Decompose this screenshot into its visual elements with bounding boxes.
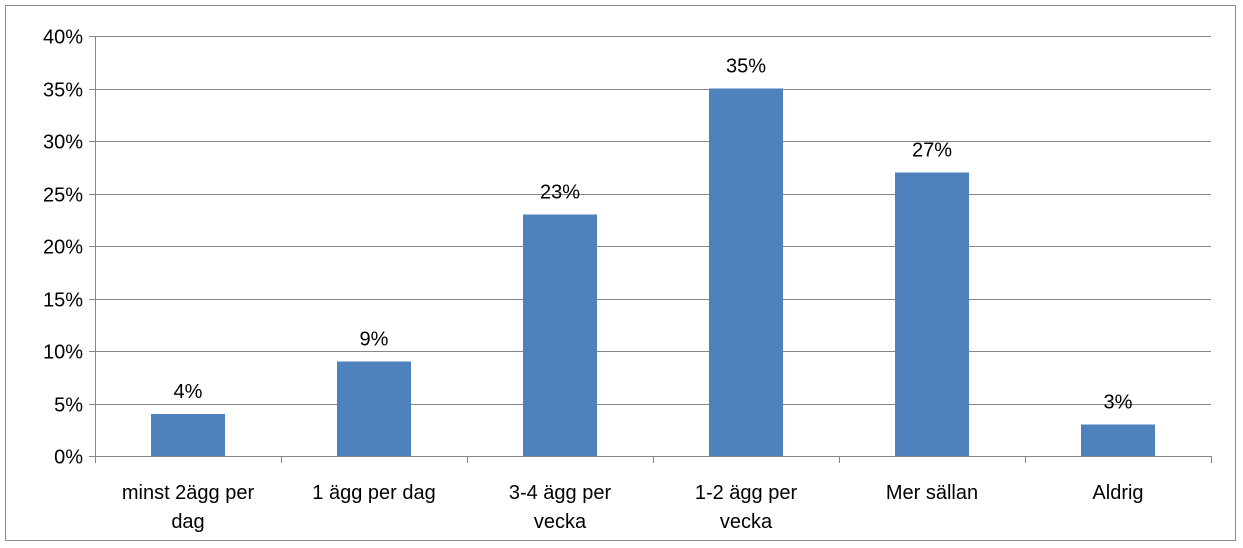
data-label: 35%: [726, 56, 766, 78]
category-label: 1 ägg per dag: [312, 482, 435, 504]
category-label: dag: [171, 511, 204, 533]
bar: [151, 414, 225, 456]
y-tick-label: 10%: [43, 342, 83, 364]
y-tick-label: 40%: [43, 27, 83, 49]
labels: 0% 5% 10% 15% 20% 25% 30% 35% 40% 4% minst 2ägg pe…: [43, 27, 1144, 534]
data-label: 4%: [174, 381, 203, 403]
bar: [895, 172, 969, 456]
bar: [1081, 424, 1155, 456]
category-label: vecka: [720, 511, 773, 533]
data-label: 23%: [540, 182, 580, 204]
bar: [337, 361, 411, 456]
category-label: Mer sällan: [886, 482, 978, 504]
category-label: minst 2ägg per: [122, 482, 255, 504]
data-label: 27%: [912, 140, 952, 162]
y-tick-label: 20%: [43, 237, 83, 259]
category-label: Aldrig: [1092, 482, 1143, 504]
y-tick-label: 5%: [54, 395, 83, 417]
category-label: 3-4 ägg per: [509, 482, 612, 504]
data-label: 9%: [360, 329, 389, 351]
y-tick-label: 30%: [43, 132, 83, 154]
bar: [709, 88, 783, 456]
y-tick-label: 35%: [43, 80, 83, 102]
gridlines: [95, 36, 1211, 457]
y-tick-label: 0%: [54, 447, 83, 469]
bars: [151, 88, 1155, 456]
data-label: 3%: [1104, 392, 1133, 414]
y-tick-label: 25%: [43, 185, 83, 207]
bar: [523, 214, 597, 456]
category-label: vecka: [534, 511, 587, 533]
y-tick-label: 15%: [43, 290, 83, 312]
axes: [89, 36, 1212, 463]
category-label: 1-2 ägg per: [695, 482, 798, 504]
